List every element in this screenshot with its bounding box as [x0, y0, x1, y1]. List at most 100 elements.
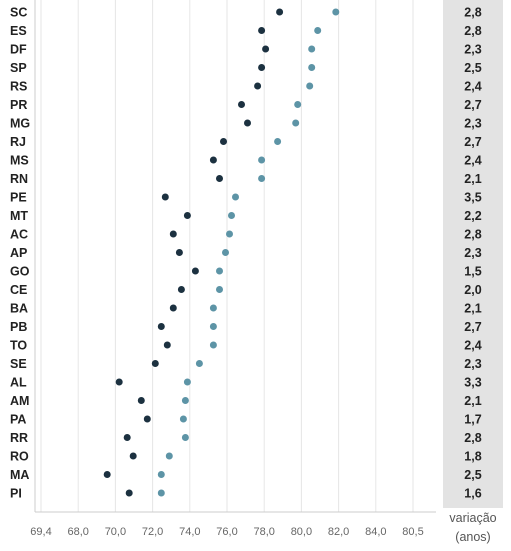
variation-value: 2,1: [464, 394, 481, 408]
variation-value: 2,8: [464, 228, 481, 242]
state-label: RS: [10, 80, 27, 94]
x-tick-label: 78,0: [253, 526, 274, 538]
dot-dark: [169, 230, 177, 238]
state-label: AM: [10, 394, 29, 408]
dot-light: [157, 489, 165, 497]
dot-light: [232, 193, 239, 201]
variation-caption-line1: variação: [449, 511, 496, 525]
dot-light: [209, 304, 217, 312]
variation-value: 1,6: [464, 487, 481, 501]
variation-column-background: [443, 0, 503, 508]
variation-value: 2,3: [464, 117, 481, 131]
dot-light: [181, 397, 189, 404]
state-label: RJ: [10, 135, 26, 149]
dot-light: [294, 101, 302, 108]
dot-light: [274, 138, 282, 145]
variation-value: 2,8: [464, 431, 481, 445]
state-label: SP: [10, 61, 27, 75]
dot-dark: [115, 378, 123, 386]
variation-value: 2,4: [464, 339, 481, 353]
state-labels: SC ES DF SP RS PR MG RJ MS RN PE MT AC AP GO CE BA PB TO SE…: [10, 6, 30, 501]
dot-light: [332, 8, 340, 16]
dot-light: [195, 360, 203, 367]
gridlines: [40, 0, 414, 512]
variation-value: 2,4: [464, 80, 481, 94]
dot-dark: [151, 360, 159, 367]
dot-dark: [157, 323, 165, 330]
state-label: PA: [10, 413, 26, 427]
dot-light: [209, 341, 217, 349]
state-label: BA: [10, 302, 28, 316]
x-tick-label: 70,0: [105, 526, 126, 538]
dot-dark: [276, 8, 284, 16]
variation-value: 3,3: [464, 376, 481, 390]
dot-dark: [103, 471, 111, 478]
variation-value: 2,1: [464, 172, 481, 186]
state-label: RO: [10, 450, 29, 464]
dot-light: [292, 119, 300, 127]
dot-dark: [125, 489, 133, 497]
variation-value: 2,0: [464, 283, 481, 297]
data-points: [103, 8, 340, 497]
dot-light: [165, 452, 173, 460]
state-label: AP: [10, 246, 27, 260]
state-label: GO: [10, 265, 30, 279]
state-label: MS: [10, 154, 29, 168]
dot-light: [209, 323, 217, 330]
state-label: AC: [10, 228, 28, 242]
dot-dark: [177, 286, 185, 293]
dot-light: [258, 156, 266, 164]
dot-dark: [183, 212, 191, 219]
variation-values: 2,8 2,8 2,3 2,5 2,4 2,7 2,3 2,7 2,4 2,1 3,5 2,2 2,8 2…: [464, 6, 481, 501]
variation-value: 1,7: [464, 413, 481, 427]
dot-light: [216, 286, 223, 293]
variation-value: 2,7: [464, 135, 481, 149]
variation-value: 2,3: [464, 43, 481, 57]
variation-value: 2,7: [464, 320, 481, 334]
dot-light: [226, 230, 233, 238]
state-label: PE: [10, 191, 27, 205]
state-label: PB: [10, 320, 27, 334]
dot-light: [216, 267, 223, 275]
variation-value: 2,5: [464, 468, 481, 482]
dot-dark: [220, 138, 227, 145]
dot-dark: [258, 27, 266, 34]
dot-dark: [123, 434, 131, 441]
variation-value: 2,8: [464, 24, 481, 38]
variation-value: 1,8: [464, 450, 481, 464]
dot-dark: [191, 267, 199, 275]
state-label: DF: [10, 43, 27, 57]
dot-light: [228, 212, 235, 219]
x-tick-label: 72,0: [142, 526, 163, 538]
dot-light: [308, 45, 316, 53]
state-label: SE: [10, 357, 27, 371]
variation-value: 2,3: [464, 246, 481, 260]
dot-light: [306, 82, 314, 90]
dot-dark: [129, 452, 137, 460]
state-label: RN: [10, 172, 28, 186]
dot-light: [222, 249, 229, 256]
dot-light: [181, 434, 189, 441]
variation-value: 2,8: [464, 6, 481, 20]
variation-value: 2,3: [464, 357, 481, 371]
state-label: AL: [10, 376, 27, 390]
state-label: CE: [10, 283, 27, 297]
state-label: SC: [10, 6, 27, 20]
dot-dark: [137, 397, 145, 404]
state-label: PR: [10, 98, 27, 112]
dot-dark: [216, 175, 223, 182]
variation-value: 2,2: [464, 209, 481, 223]
dot-light: [314, 27, 322, 34]
state-label: ES: [10, 24, 27, 38]
dot-dark: [169, 304, 177, 312]
variation-value: 2,1: [464, 302, 481, 316]
variation-value: 2,7: [464, 98, 481, 112]
variation-value: 2,4: [464, 154, 481, 168]
dot-light: [183, 378, 191, 386]
state-label: MG: [10, 117, 30, 131]
dot-dark: [161, 193, 169, 201]
dot-dark: [254, 82, 262, 90]
x-tick-label: 82,0: [328, 526, 349, 538]
x-tick-label: 74,0: [179, 526, 200, 538]
state-label: MT: [10, 209, 28, 223]
